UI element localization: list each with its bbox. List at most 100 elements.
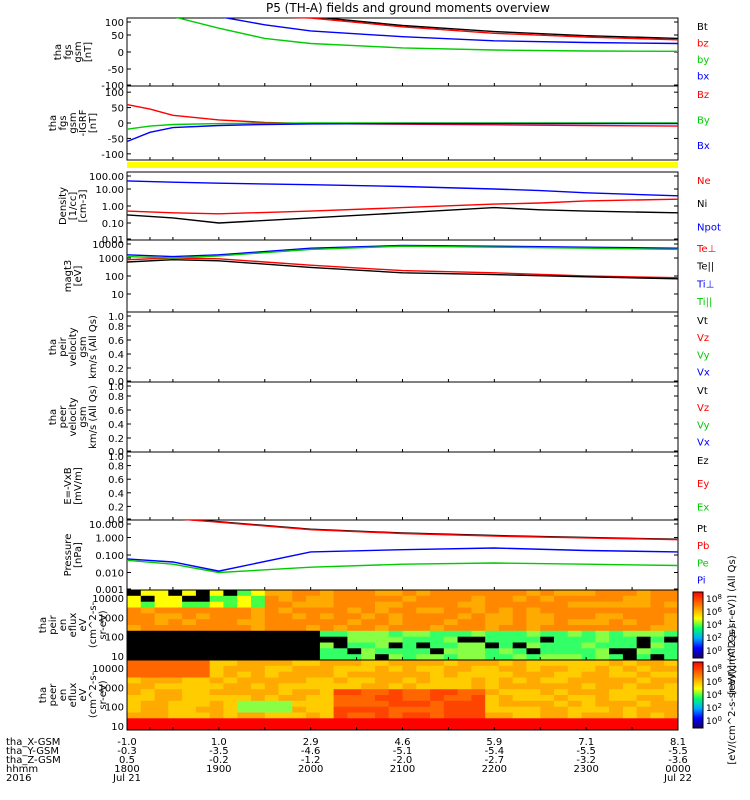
heatmap-cell bbox=[154, 695, 169, 702]
heatmap-cell bbox=[319, 590, 335, 597]
heatmap-cell bbox=[127, 677, 142, 684]
heatmap-cell bbox=[636, 718, 651, 725]
heatmap-cell bbox=[416, 607, 431, 614]
colorbar-tick-label: 100 bbox=[706, 715, 722, 727]
heatmap-cell bbox=[402, 613, 417, 620]
heatmap-cell bbox=[567, 689, 583, 696]
heatmap-cell bbox=[292, 660, 307, 667]
heatmap-cell bbox=[306, 712, 321, 719]
heatmap-cell bbox=[650, 642, 665, 649]
heatmap-cell bbox=[430, 607, 445, 614]
heatmap-cell bbox=[402, 642, 417, 649]
series-line bbox=[127, 198, 678, 215]
heatmap-cell bbox=[581, 619, 596, 626]
heatmap-cell bbox=[636, 724, 651, 731]
heatmap-cell bbox=[195, 724, 211, 731]
heatmap-cell bbox=[471, 595, 486, 603]
legend-entry: Vz bbox=[697, 333, 709, 344]
heatmap-cell bbox=[664, 595, 679, 603]
colorbar-tick-label: 104 bbox=[706, 619, 722, 631]
heatmap-cell bbox=[361, 607, 376, 614]
y-tick-label: 1.0 bbox=[108, 382, 124, 393]
y-axis-label: Density bbox=[58, 187, 69, 225]
heatmap-cell bbox=[498, 619, 514, 626]
heatmap-cell bbox=[526, 648, 541, 655]
heatmap-cell bbox=[237, 677, 252, 684]
heatmap-cell bbox=[471, 590, 486, 597]
heatmap-cell bbox=[292, 613, 307, 620]
y-tick-label: 0 bbox=[118, 119, 124, 130]
heatmap-cell bbox=[333, 607, 348, 614]
heatmap-cell bbox=[278, 695, 293, 702]
heatmap-cell bbox=[388, 665, 403, 673]
heatmap-cell bbox=[251, 683, 266, 690]
heatmap-cell bbox=[402, 660, 417, 667]
y-tick-label: 0.001 bbox=[95, 585, 124, 596]
heatmap-cell bbox=[609, 590, 624, 597]
heatmap-cell bbox=[182, 706, 197, 713]
heatmap-cell bbox=[168, 607, 183, 614]
heatmap-cell bbox=[347, 619, 362, 626]
heatmap-cell bbox=[154, 619, 169, 626]
heatmap-cell bbox=[416, 601, 431, 608]
heatmap-cell bbox=[402, 619, 417, 626]
heatmap-cell bbox=[512, 590, 527, 597]
heatmap-cell bbox=[595, 665, 610, 673]
y-axis-label: magt3 bbox=[63, 260, 74, 293]
heatmap-cell bbox=[251, 654, 266, 661]
heatmap-cell bbox=[237, 636, 252, 643]
heatmap-cell bbox=[264, 660, 280, 667]
y-axis-label: gsm bbox=[78, 336, 89, 357]
heatmap-cell bbox=[471, 718, 486, 725]
heatmap-cell bbox=[140, 677, 156, 684]
heatmap-cell bbox=[664, 636, 679, 643]
heatmap-cell bbox=[650, 700, 665, 708]
heatmap-cell bbox=[264, 642, 280, 649]
heatmap-cell bbox=[622, 683, 638, 690]
heatmap-cell bbox=[485, 642, 500, 649]
heatmap-cell bbox=[650, 625, 665, 632]
heatmap-cell bbox=[237, 700, 252, 708]
y-axis-label: gsm bbox=[68, 112, 79, 133]
heatmap-cell bbox=[512, 718, 527, 725]
heatmap-cell bbox=[636, 607, 651, 614]
heatmap-cell bbox=[416, 695, 431, 702]
heatmap-cell bbox=[512, 706, 527, 713]
heatmap-cell bbox=[127, 718, 142, 725]
heatmap-cell bbox=[636, 601, 651, 608]
heatmap-cell bbox=[182, 689, 197, 696]
heatmap-cell bbox=[292, 718, 307, 725]
heatmap-cell bbox=[485, 660, 500, 667]
x-axis-value: -5.5 bbox=[576, 746, 596, 757]
heatmap-cell bbox=[636, 613, 651, 620]
heatmap-cell bbox=[154, 630, 169, 638]
x-axis-value: -0.2 bbox=[209, 755, 229, 766]
heatmap-cell bbox=[127, 712, 142, 719]
heatmap-cell bbox=[251, 724, 266, 731]
series-line bbox=[222, 18, 678, 45]
heatmap-cell bbox=[182, 601, 197, 608]
heatmap-cell bbox=[664, 683, 679, 690]
heatmap-cell bbox=[581, 613, 596, 620]
heatmap-cell bbox=[540, 718, 555, 725]
legend-entry: Ex bbox=[697, 502, 709, 513]
heatmap-cell bbox=[195, 665, 211, 673]
heatmap-cell bbox=[636, 695, 651, 702]
heatmap-cell bbox=[168, 625, 183, 632]
heatmap-cell bbox=[278, 601, 293, 608]
heatmap-cell bbox=[622, 625, 638, 632]
heatmap-cell bbox=[526, 613, 541, 620]
y-axis-label: peir bbox=[48, 614, 59, 634]
heatmap-cell bbox=[498, 654, 514, 661]
heatmap-cell bbox=[223, 689, 238, 696]
legend-entry: Pb bbox=[697, 541, 709, 552]
heatmap-cell bbox=[595, 677, 610, 684]
heatmap-cell bbox=[595, 689, 610, 696]
heatmap-cell bbox=[361, 706, 376, 713]
heatmap-cell bbox=[540, 665, 555, 673]
heatmap-cell bbox=[223, 706, 238, 713]
heatmap-cell bbox=[209, 695, 224, 702]
heatmap-cell bbox=[306, 700, 321, 708]
heatmap-cell bbox=[292, 724, 307, 731]
series-line bbox=[317, 18, 678, 40]
